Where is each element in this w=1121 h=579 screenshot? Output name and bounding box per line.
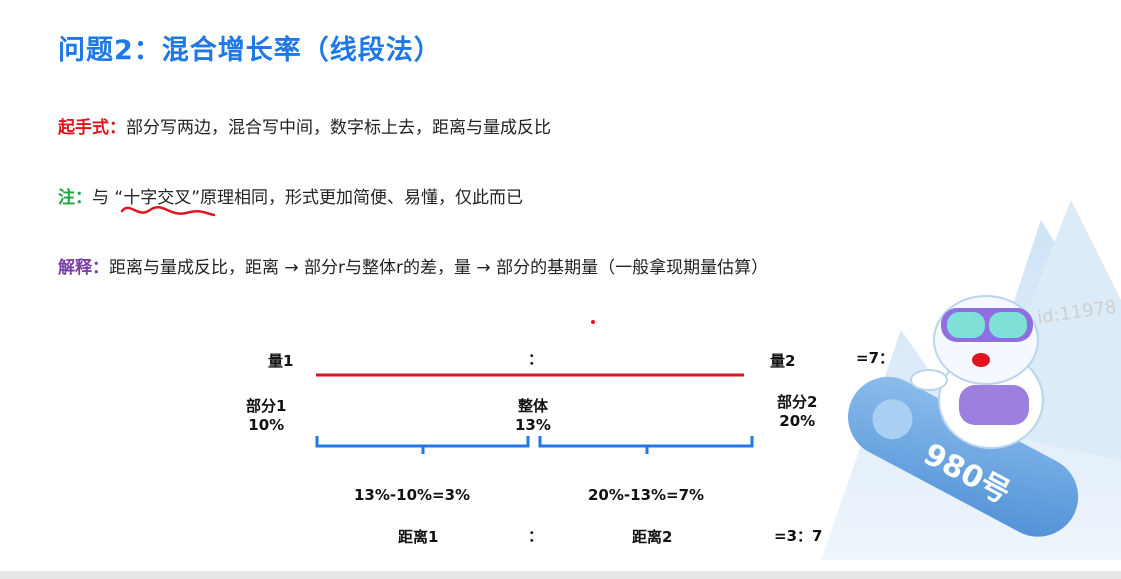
red-underline-squiggle [121,205,216,217]
part2-label: 部分2 [777,393,818,411]
whole-block: 整体 13% [515,397,551,435]
segment-diagram [315,373,754,454]
mascot-illustration: 980号 [821,200,1121,560]
right-bracket [538,436,754,448]
top-colon: ： [528,350,544,368]
explanation-label: 解释： [58,258,109,278]
left-bracket [315,436,530,448]
note-line: 注：与 “十字交叉” 原理相同，形式更加简便、易懂，仅此而已 [58,183,524,217]
part2-block: 部分2 20% [777,393,817,431]
distance2-label: 距离2 [632,528,673,546]
note-label: 注： [58,188,92,208]
note-quote: “十字交叉” [114,188,201,208]
calc-right: 20%-13%=7% [588,486,705,504]
opening-formula-text: 部分写两边，混合写中间，数字标上去，距离与量成反比 [126,118,551,138]
opening-formula-line: 起手式：部分写两边，混合写中间，数字标上去，距离与量成反比 [58,113,551,138]
bottom-colon: ： [528,527,544,545]
part1-label: 部分1 [246,397,287,415]
note-pre: 与 [92,188,109,208]
snowboard [848,376,1079,537]
part2-value: 20% [779,412,816,430]
opening-formula-label: 起手式： [58,118,126,138]
whole-value: 13% [515,416,551,434]
whole-label: 整体 [517,397,548,415]
explanation-line: 解释：距离与量成反比，距离 → 部分r与整体r的差，量 → 部分的基期量（一般拿… [58,253,768,278]
quantity1-label: 量1 [268,352,294,370]
page-title: 问题2：混合增长率（线段法） [58,35,442,66]
note-post: 原理相同，形式更加简便、易懂，仅此而已 [200,188,524,208]
part1-block: 部分1 10% [246,397,286,435]
red-dot-marker [591,320,595,324]
bottom-bar [0,571,1121,579]
distance1-label: 距离1 [398,528,439,546]
part1-value: 10% [248,416,285,434]
bottom-ratio: =3：7 [774,527,823,545]
calc-left: 13%-10%=3% [354,486,471,504]
explanation-text: 距离与量成反比，距离 → 部分r与整体r的差，量 → 部分的基期量（一般拿现期量… [109,258,769,278]
quantity2-label: 量2 [770,352,796,370]
